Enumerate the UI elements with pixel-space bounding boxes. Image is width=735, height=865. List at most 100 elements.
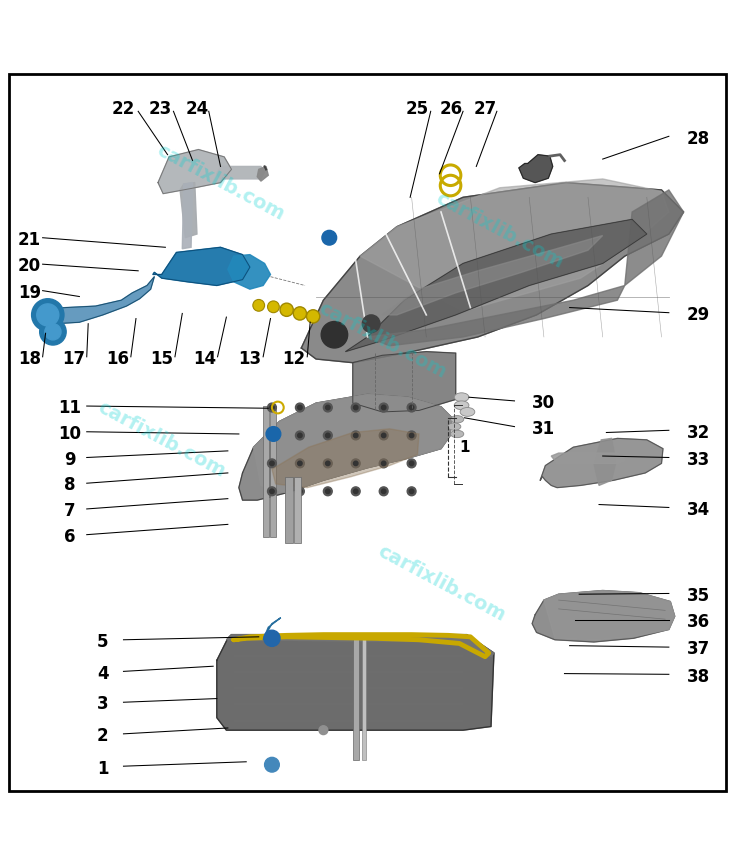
Circle shape <box>379 459 388 468</box>
Circle shape <box>40 318 66 345</box>
Circle shape <box>306 310 320 323</box>
Text: 6: 6 <box>64 528 76 546</box>
Circle shape <box>409 433 414 438</box>
Polygon shape <box>226 635 494 657</box>
Circle shape <box>268 403 276 412</box>
Circle shape <box>264 631 280 646</box>
Circle shape <box>354 433 358 438</box>
Circle shape <box>319 726 328 734</box>
Circle shape <box>379 487 388 496</box>
Circle shape <box>32 298 64 331</box>
Text: 37: 37 <box>686 640 710 658</box>
Circle shape <box>270 489 274 494</box>
Circle shape <box>268 431 276 439</box>
Text: 8: 8 <box>64 477 76 495</box>
Polygon shape <box>360 179 669 311</box>
Text: 26: 26 <box>440 100 463 119</box>
Circle shape <box>409 461 414 465</box>
Circle shape <box>379 403 388 412</box>
Text: 21: 21 <box>18 231 41 249</box>
Circle shape <box>268 459 276 468</box>
Text: 15: 15 <box>150 350 173 368</box>
Polygon shape <box>519 155 553 183</box>
Ellipse shape <box>451 415 464 423</box>
Circle shape <box>323 403 332 412</box>
Text: carfixlib.com: carfixlib.com <box>374 541 508 625</box>
Text: 36: 36 <box>686 613 710 631</box>
Circle shape <box>295 403 304 412</box>
Bar <box>362 638 366 759</box>
Text: 17: 17 <box>62 350 85 368</box>
Text: 9: 9 <box>64 451 76 469</box>
Text: 19: 19 <box>18 284 41 302</box>
Polygon shape <box>257 166 268 181</box>
Bar <box>263 406 269 537</box>
Circle shape <box>407 403 416 412</box>
Text: carfixlib.com: carfixlib.com <box>95 398 229 482</box>
Circle shape <box>323 487 332 496</box>
Text: 20: 20 <box>18 258 41 275</box>
Text: 3: 3 <box>97 695 109 714</box>
Polygon shape <box>532 591 675 642</box>
Text: 23: 23 <box>148 100 172 119</box>
Circle shape <box>407 487 416 496</box>
Circle shape <box>270 433 274 438</box>
Circle shape <box>265 758 279 772</box>
Text: 27: 27 <box>473 100 497 119</box>
Text: 29: 29 <box>686 306 710 324</box>
Text: 1: 1 <box>97 760 109 778</box>
Polygon shape <box>368 285 625 346</box>
Circle shape <box>266 426 281 441</box>
Circle shape <box>354 489 358 494</box>
Polygon shape <box>263 618 281 640</box>
Bar <box>285 477 293 542</box>
Circle shape <box>381 433 386 438</box>
Circle shape <box>409 406 414 410</box>
Polygon shape <box>153 247 250 285</box>
Polygon shape <box>272 429 419 488</box>
Text: 14: 14 <box>193 350 216 368</box>
Polygon shape <box>35 277 154 324</box>
Circle shape <box>295 459 304 468</box>
Text: 35: 35 <box>686 586 710 605</box>
Text: 30: 30 <box>532 394 556 412</box>
Circle shape <box>293 307 306 320</box>
Text: 34: 34 <box>686 501 710 519</box>
Bar <box>294 477 301 542</box>
Text: carfixlib.com: carfixlib.com <box>315 299 449 382</box>
Text: 38: 38 <box>686 668 710 686</box>
Circle shape <box>270 406 274 410</box>
Polygon shape <box>228 254 270 289</box>
Ellipse shape <box>454 400 469 410</box>
Polygon shape <box>217 635 494 730</box>
Text: 13: 13 <box>238 350 262 368</box>
Polygon shape <box>180 183 197 238</box>
Text: 24: 24 <box>185 100 209 119</box>
Text: carfixlib.com: carfixlib.com <box>433 189 567 272</box>
Circle shape <box>298 461 302 465</box>
Circle shape <box>323 431 332 439</box>
Polygon shape <box>540 439 663 488</box>
Circle shape <box>354 406 358 410</box>
Circle shape <box>270 461 274 465</box>
Circle shape <box>298 406 302 410</box>
Circle shape <box>326 433 330 438</box>
Circle shape <box>381 461 386 465</box>
Circle shape <box>351 487 360 496</box>
Circle shape <box>295 487 304 496</box>
Circle shape <box>322 230 337 245</box>
Circle shape <box>351 403 360 412</box>
Text: 1: 1 <box>459 439 470 455</box>
Polygon shape <box>345 220 647 352</box>
Circle shape <box>298 433 302 438</box>
Polygon shape <box>353 352 456 412</box>
Ellipse shape <box>448 423 461 430</box>
Text: 10: 10 <box>58 425 82 443</box>
Text: 4: 4 <box>97 664 109 682</box>
Circle shape <box>45 324 61 340</box>
Polygon shape <box>382 235 603 315</box>
Text: 25: 25 <box>406 100 429 119</box>
Ellipse shape <box>460 407 475 416</box>
Polygon shape <box>254 394 452 493</box>
Circle shape <box>381 489 386 494</box>
